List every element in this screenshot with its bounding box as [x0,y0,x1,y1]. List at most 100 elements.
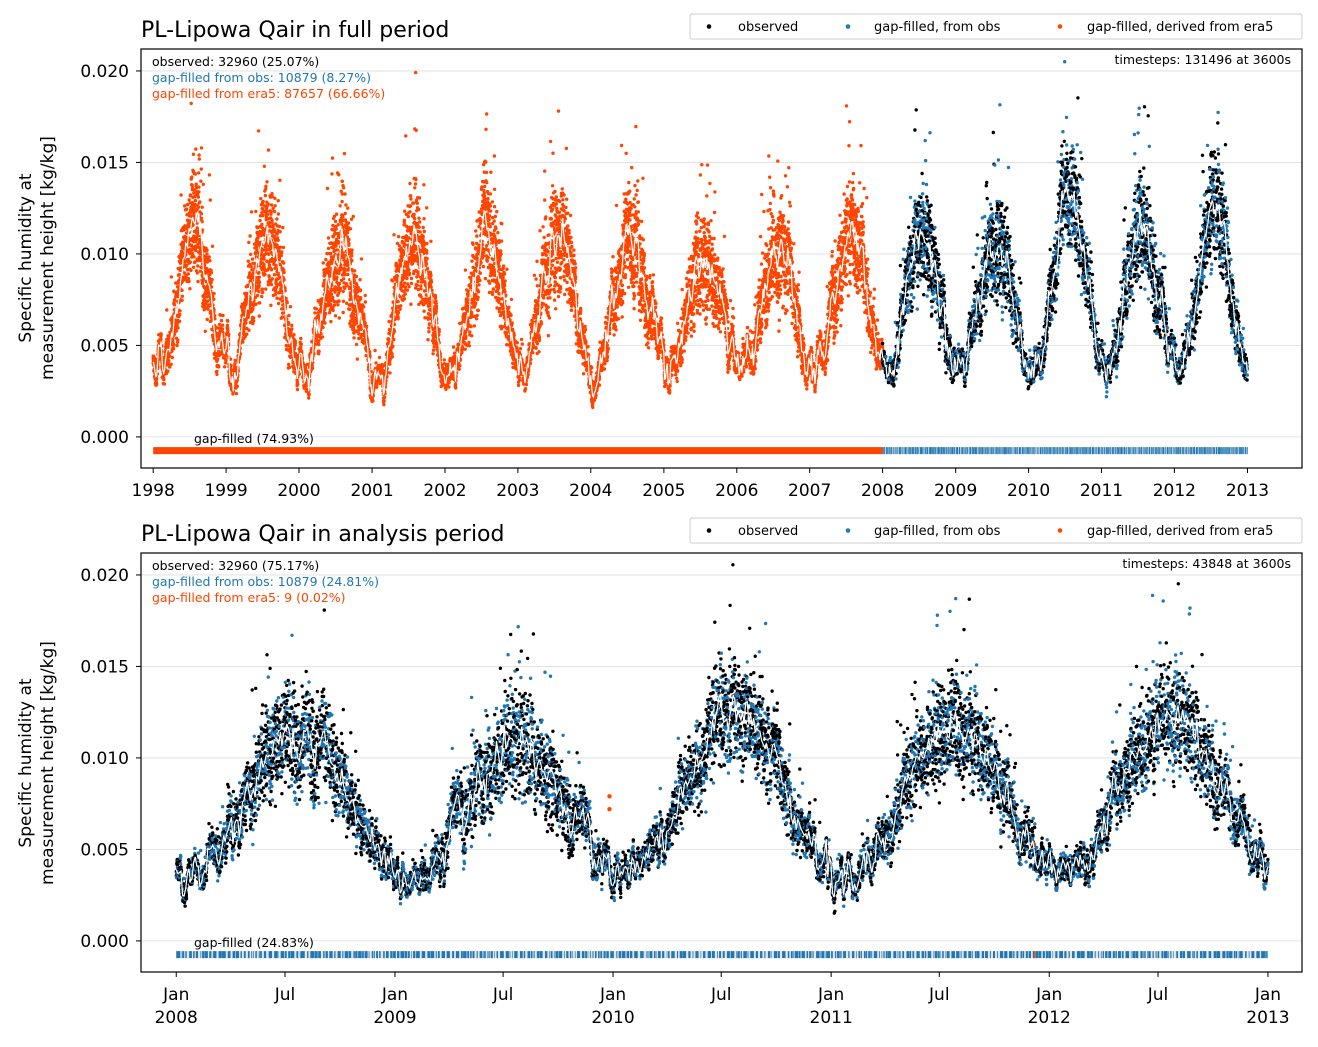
data-point [342,186,345,189]
data-point [470,334,473,337]
data-point [200,146,203,149]
data-point [247,313,250,316]
data-point [350,248,353,251]
data-point [408,272,411,275]
data-point [475,317,478,320]
data-point [226,329,229,332]
data-point [331,309,334,312]
data-point [425,252,428,255]
data-point [180,299,183,302]
plot-area [141,49,1302,468]
data-point [500,239,503,242]
legend-marker-era5 [1058,24,1063,29]
data-point [415,129,418,132]
data-point [287,363,290,366]
data-point [382,399,385,402]
data-point [197,153,200,156]
data-point [288,366,291,369]
data-point [349,227,352,230]
data-point [271,207,274,210]
data-point [387,320,390,323]
data-point [340,223,343,226]
data-point [251,306,254,309]
data-point [275,217,278,220]
data-point [342,300,345,303]
data-point [388,362,391,365]
data-point [500,222,503,225]
data-point [180,289,183,292]
data-point [257,271,260,274]
data-point [355,283,358,286]
data-point [261,214,264,217]
data-point [433,345,436,348]
data-point [344,203,347,206]
data-point [327,266,330,269]
data-point [190,102,193,105]
data-point [483,191,486,194]
data-point [263,165,266,168]
data-point [392,233,395,236]
data-point [454,386,457,389]
data-point [257,129,260,132]
data-point [317,343,320,346]
data-point [205,252,208,255]
data-point [378,356,381,359]
data-point [416,280,419,283]
data-point [277,239,280,242]
data-point [181,295,184,298]
data-point [444,388,447,391]
data-point [258,301,261,304]
data-point [165,308,168,311]
data-point [342,277,345,280]
data-point [290,327,293,330]
data-point [187,280,190,283]
data-point [330,293,333,296]
data-point [503,284,506,287]
data-point [197,195,200,198]
data-point [322,261,325,264]
data-point [251,257,254,260]
data-point [235,392,238,395]
data-point [155,382,158,385]
data-point [189,260,192,263]
data-point [192,153,195,156]
data-point [263,273,266,276]
data-point [170,363,173,366]
data-point [399,304,402,307]
data-point [258,314,261,317]
data-point [254,303,257,306]
data-point [350,259,353,262]
data-point [212,292,215,295]
data-point [200,212,203,215]
data-point [211,245,214,248]
data-point [201,282,204,285]
data-point [491,293,494,296]
data-point [413,186,416,189]
data-point [188,287,191,290]
data-point [479,261,482,264]
data-point [418,220,421,223]
data-point [422,226,425,229]
data-point [233,359,236,362]
data-point [264,185,267,188]
data-point [270,268,273,271]
data-point [304,367,307,370]
data-point [365,325,368,328]
data-point [210,271,213,274]
data-point [350,254,353,257]
data-point [279,230,282,233]
data-point [261,248,264,251]
data-point [479,272,482,275]
data-point [185,208,188,211]
data-point [438,328,441,331]
data-point [183,224,186,227]
data-point [382,403,385,406]
data-point [340,200,343,203]
data-point [220,319,223,322]
data-point [458,364,461,367]
data-point [194,249,197,252]
data-point [276,232,279,235]
data-point [489,171,492,174]
data-point [192,266,195,269]
data-point [341,180,344,183]
